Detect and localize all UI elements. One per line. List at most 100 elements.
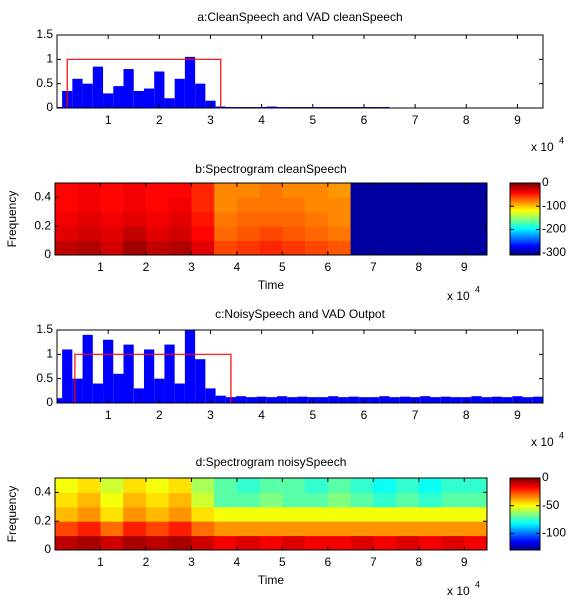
signal-bar [246, 397, 257, 403]
spectrogram-cell [464, 226, 487, 242]
colorbar-tick-label: 0 [542, 175, 549, 189]
spectrogram-cell [418, 240, 443, 255]
colorbar-step [510, 505, 540, 507]
colorbar-step [510, 208, 540, 211]
spectrogram-cell [396, 535, 420, 550]
spectrogram-cell [214, 226, 238, 242]
colorbar-frame [509, 182, 541, 256]
spectrogram-cell [236, 535, 261, 550]
colorbar-step [510, 515, 540, 517]
colorbar-step [510, 205, 540, 208]
x-tick-label: 7 [412, 408, 419, 422]
signal-bar [450, 397, 462, 403]
colorbar-step [510, 481, 540, 483]
spectrogram-cell [282, 183, 306, 198]
spectrogram-cell [350, 478, 374, 493]
colorbar-step [510, 501, 540, 504]
signal-bar [430, 397, 441, 403]
spectrogram-cell [168, 211, 192, 227]
colorbar-step [510, 220, 540, 222]
axes-frame [56, 34, 544, 109]
spectrogram-cell [214, 506, 238, 522]
spectrogram-cell [77, 506, 101, 522]
spectrogram-cell [259, 197, 283, 213]
signal-bar [236, 396, 247, 403]
colorbar-step [510, 521, 540, 524]
signal-bar [532, 396, 543, 403]
spectrogram-cell [464, 211, 487, 227]
x-tick-label: 4 [234, 260, 241, 274]
x-tick-label: 6 [361, 113, 368, 127]
colorbar-step [510, 497, 540, 499]
colorbar-step [510, 500, 540, 503]
colorbar-tick-label: -100 [542, 526, 566, 540]
spectrogram-cell [282, 240, 306, 255]
spectrogram-cell [236, 506, 261, 522]
spectrogram-cell [396, 240, 420, 255]
colorbar-step [510, 488, 540, 490]
spectrogram-cell [100, 492, 124, 508]
spectrogram-cell [441, 240, 465, 255]
colorbar-step [510, 494, 540, 497]
spectrogram-cell [327, 183, 352, 198]
spectrogram-cell [55, 492, 79, 508]
spectrogram-cell [282, 211, 306, 227]
colorbar-step [510, 225, 540, 228]
spectrogram-cell [168, 478, 192, 493]
spectrogram-cell [418, 226, 443, 242]
y-tick-label: 0.5 [36, 76, 53, 90]
chart-title: b:Spectrogram cleanSpeech [195, 162, 346, 176]
x-tick-label: 7 [412, 113, 419, 127]
signal-bar [164, 344, 175, 403]
spectrogram-cell [282, 197, 306, 213]
y-tick-label: 0.2 [34, 218, 51, 232]
spectrogram-cell [396, 183, 420, 198]
y-tick-label: 0 [46, 395, 53, 409]
colorbar-step [510, 207, 540, 210]
colorbar-step [510, 517, 540, 519]
spectrogram-cell [100, 226, 124, 242]
spectrogram-cell [327, 478, 352, 493]
spectrogram-cell [464, 506, 487, 522]
spectrogram-cell [214, 535, 238, 550]
colorbar-step [510, 184, 540, 186]
spectrogram-cell [145, 521, 170, 537]
spectrogram-cell [464, 535, 487, 550]
spectrogram-cell [100, 240, 124, 255]
chart-title: c:NoisySpeech and VAD Outpot [215, 307, 386, 321]
spectrogram-cell [396, 211, 420, 227]
spectrogram-cell [350, 197, 374, 213]
y-tick-label: 0.5 [36, 371, 53, 385]
spectrogram-cell [123, 478, 147, 493]
spectrogram-cell [259, 521, 283, 537]
colorbar-step [510, 537, 540, 540]
colorbar-step [510, 249, 540, 251]
signal-bar [103, 93, 114, 108]
spectrogram-cell [55, 183, 79, 198]
spectrogram-cell [100, 478, 124, 493]
colorbar-step [510, 528, 540, 531]
colorbar-step [510, 232, 540, 235]
spectrogram-cell [259, 183, 283, 198]
spectrogram-cell [191, 521, 215, 537]
colorbar-step [510, 510, 540, 513]
colorbar-step [510, 204, 540, 206]
x-tick-label: 3 [207, 408, 214, 422]
spectrogram-cell [441, 492, 465, 508]
y-tick-label: 1.5 [36, 27, 53, 41]
colorbar-step [510, 252, 540, 255]
spectrogram-cell [327, 197, 352, 213]
colorbar-step [510, 478, 540, 480]
spectrogram-cell [77, 492, 101, 508]
colorbar-step [510, 534, 540, 536]
colorbar-step [510, 503, 540, 506]
y-tick-label: 1 [46, 52, 53, 66]
colorbar-step [510, 546, 540, 549]
spectrogram-cell [145, 492, 170, 508]
plot-area [57, 330, 543, 403]
y-tick-label: 0 [44, 247, 51, 261]
colorbar-step [510, 520, 540, 523]
signal-bar [103, 339, 114, 403]
spectrogram-cell [327, 240, 352, 255]
spectrogram-cell [77, 211, 101, 227]
